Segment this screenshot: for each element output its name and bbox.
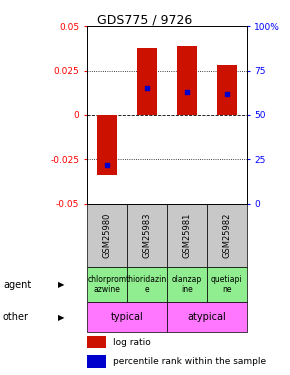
Bar xyxy=(87,302,167,332)
Text: agent: agent xyxy=(3,279,31,290)
Bar xyxy=(87,204,127,267)
Text: ▶: ▶ xyxy=(58,312,64,321)
Text: percentile rank within the sample: percentile rank within the sample xyxy=(113,357,266,366)
Text: chlorprom
azwine: chlorprom azwine xyxy=(87,275,126,294)
Text: ▶: ▶ xyxy=(58,280,64,289)
Bar xyxy=(167,204,206,267)
Text: GDS775 / 9726: GDS775 / 9726 xyxy=(97,13,193,26)
Text: thioridazin
e: thioridazin e xyxy=(126,275,167,294)
Bar xyxy=(127,267,167,302)
Text: olanzap
ine: olanzap ine xyxy=(172,275,202,294)
Bar xyxy=(87,267,127,302)
Bar xyxy=(167,267,206,302)
Bar xyxy=(127,204,167,267)
Bar xyxy=(87,356,106,368)
Bar xyxy=(217,65,237,115)
Text: other: other xyxy=(3,312,29,322)
Bar xyxy=(177,46,197,115)
Bar xyxy=(97,115,117,175)
Text: GSM25981: GSM25981 xyxy=(182,213,191,258)
Text: GSM25983: GSM25983 xyxy=(142,213,151,258)
Text: log ratio: log ratio xyxy=(113,338,150,346)
Bar xyxy=(167,302,246,332)
Text: GSM25980: GSM25980 xyxy=(102,213,111,258)
Text: GSM25982: GSM25982 xyxy=(222,213,231,258)
Bar xyxy=(137,48,157,115)
Text: typical: typical xyxy=(110,312,143,322)
Text: quetiapi
ne: quetiapi ne xyxy=(211,275,242,294)
Bar xyxy=(207,204,246,267)
Text: atypical: atypical xyxy=(187,312,226,322)
Bar xyxy=(207,267,246,302)
Bar xyxy=(87,336,106,348)
